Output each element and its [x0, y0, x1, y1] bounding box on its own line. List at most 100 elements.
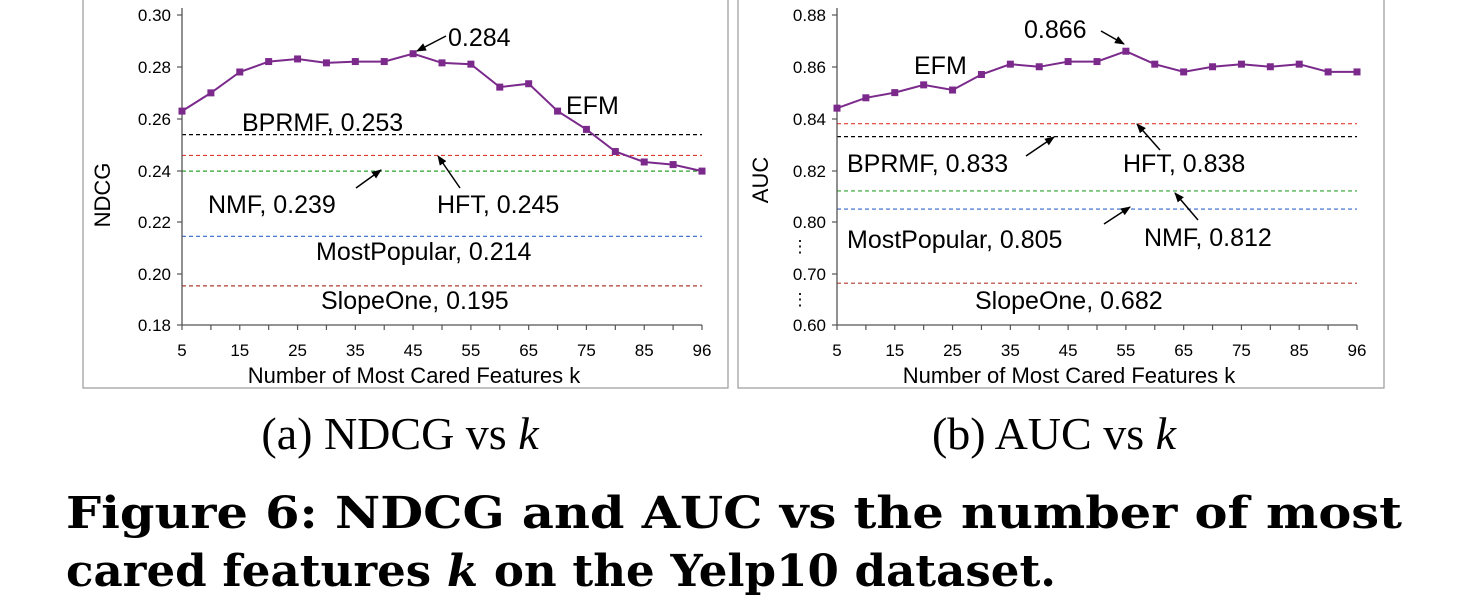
- panel-b-axis-break-upper: ⋮: [792, 237, 809, 256]
- panel-a-x-tick-label: 75: [577, 341, 596, 360]
- panel-a-efm-point: [380, 58, 388, 66]
- panel-a-peak-label: 0.284: [448, 24, 511, 52]
- panel-a-x-tick-label: 5: [177, 341, 186, 360]
- panel-b-x-tick-label: 35: [1001, 341, 1020, 360]
- panel-b-hft-label: HFT, 0.838: [1123, 150, 1245, 178]
- panel-a-efm-point: [438, 59, 446, 67]
- caption-line2-post: on the Yelp10 dataset.: [478, 546, 1056, 597]
- panel-a-efm-point: [294, 55, 302, 63]
- panel-b-efm-point: [1180, 68, 1188, 76]
- panel-b-efm-point: [1237, 60, 1245, 68]
- panel-a-y-tick-label: 0.18: [138, 316, 171, 335]
- caption-line2-pre: cared features: [66, 546, 447, 597]
- panel-a-x-tick-label: 55: [461, 341, 480, 360]
- panel-b-efm-point: [833, 104, 841, 112]
- panel-b-bprmf-arrow: [1025, 136, 1055, 157]
- panel-a-x-tick-label: 65: [519, 341, 538, 360]
- panel-a-y-tick-label: 0.26: [138, 110, 171, 129]
- panel-a-x-tick-label: 35: [346, 341, 365, 360]
- panel-b-y-tick-label: 0.60: [793, 316, 826, 335]
- panel-a-x-tick-label: 85: [635, 341, 654, 360]
- panel-b-efm-point: [862, 94, 870, 102]
- panel-a-x-axis-label: Number of Most Cared Features k: [248, 363, 582, 388]
- panel-b-efm-point: [920, 81, 928, 89]
- panel-a-y-tick-label: 0.28: [138, 58, 171, 77]
- panel-b-y-tick-label: 0.84: [793, 110, 826, 129]
- panel-b-hft-arrow: [1136, 123, 1161, 151]
- panel-b-y-tick-label: 0.88: [793, 6, 826, 25]
- panel-b-efm-point: [1064, 58, 1072, 66]
- panel-a-efm-label: EFM: [566, 92, 619, 120]
- panel-a-efm-point: [178, 107, 186, 115]
- panel-b-y-tick-label: 0.86: [793, 58, 826, 77]
- panel-b-axis-break-lower: ⋮: [792, 290, 809, 309]
- panel-a-efm-point: [640, 158, 648, 166]
- panel-a-x-tick-label: 25: [288, 341, 307, 360]
- panel-a-hft-arrow: [437, 155, 461, 189]
- panel-b-efm-point: [1122, 47, 1130, 55]
- panel-b-peak-label: 0.866: [1024, 16, 1087, 44]
- panel-a-y-axis-label: NDCG: [90, 163, 115, 228]
- panel-b-x-tick-label: 25: [943, 341, 962, 360]
- panel-b-nmf-arrow: [1174, 192, 1199, 221]
- panel-a-hft-label: HFT, 0.245: [437, 191, 559, 219]
- panel-b-efm-point: [1035, 63, 1043, 71]
- panel-b-efm-point: [1006, 60, 1014, 68]
- panel-b-bprmf-label: BPRMF, 0.833: [847, 150, 1008, 178]
- panel-b-mostpopular-arrow: [1103, 206, 1131, 225]
- panel-a-y-tick-label: 0.30: [138, 6, 171, 25]
- panel-a-efm-point: [698, 167, 706, 175]
- panel-b-x-tick-label: 75: [1232, 341, 1251, 360]
- panel-a-efm-point: [496, 83, 504, 91]
- panel-b-efm-point: [1209, 63, 1217, 71]
- subcaption-a-var: k: [518, 408, 540, 459]
- panel-a-y-tick-label: 0.22: [138, 213, 171, 232]
- panel-a-nmf-label: NMF, 0.239: [208, 191, 336, 219]
- panel-a-peak-arrow: [416, 35, 447, 52]
- panel-a-x-tick-label: 96: [693, 341, 712, 360]
- panel-b-efm-point: [1353, 68, 1361, 76]
- panel-b-efm-point: [1266, 63, 1274, 71]
- panel-b-efm-point: [1151, 60, 1159, 68]
- panel-a-x-tick-label: 45: [404, 341, 423, 360]
- panel-a-efm-point: [582, 125, 590, 133]
- panel-b-y-tick-label: 0.80: [793, 213, 826, 232]
- panel-b-x-tick-label: 45: [1059, 341, 1078, 360]
- panel-b-x-tick-label: 55: [1116, 341, 1135, 360]
- panel-b-peak-arrow: [1100, 30, 1125, 45]
- panel-b-efm-point: [977, 71, 985, 79]
- subcaption-b-var: k: [1156, 408, 1178, 459]
- figure-caption-line-1: Figure 6: NDCG and AUC vs the number of …: [66, 488, 1403, 539]
- panel-b-efm-point: [1295, 60, 1303, 68]
- panel-b-efm-point: [891, 89, 899, 97]
- panel-a-efm-point: [467, 60, 475, 68]
- panel-b-y-axis-label: AUC: [748, 157, 773, 204]
- panel-b-mostpopular-label: MostPopular, 0.805: [847, 226, 1062, 254]
- panel-a-efm-point: [669, 161, 677, 169]
- panel-a-slopeone-label: SlopeOne, 0.195: [321, 287, 509, 315]
- panel-b-x-axis-label: Number of Most Cared Features k: [903, 363, 1237, 388]
- panel-b-slopeone-label: SlopeOne, 0.682: [975, 287, 1163, 315]
- panel-a-mostpopular-label: MostPopular, 0.214: [316, 238, 532, 266]
- panel-a-x-tick-label: 15: [230, 341, 249, 360]
- figure-caption-line-2: cared features k on the Yelp10 dataset.: [66, 546, 1056, 597]
- subcaption-b: (b) AUC vs k: [932, 408, 1178, 459]
- panel-a-efm-point: [236, 68, 244, 76]
- caption-line2-var: k: [447, 546, 478, 597]
- panel-a-efm-point: [207, 89, 215, 97]
- subcaption-b-prefix: (b) AUC vs: [932, 408, 1156, 459]
- panel-b-x-tick-label: 65: [1174, 341, 1193, 360]
- panel-a-ndcg: 0.30 0.28 0.26 0.24 0.22 0.20 0.18 5 15 25 35 45 55…: [82, 0, 729, 389]
- panel-a-efm-point: [322, 59, 330, 67]
- panel-a-efm-point: [554, 107, 562, 115]
- panel-a-nmf-arrow: [355, 169, 382, 189]
- subcaption-a-prefix: (a) NDCG vs: [261, 408, 518, 459]
- panel-a-efm-point: [265, 58, 273, 66]
- panel-a-frame: [82, 0, 729, 389]
- panel-a-efm-point: [611, 148, 619, 156]
- panel-a-efm-point: [525, 80, 533, 88]
- panel-a-efm-point: [409, 50, 417, 58]
- panel-b-efm-point: [1093, 58, 1101, 66]
- panel-b-frame: [737, 0, 1385, 389]
